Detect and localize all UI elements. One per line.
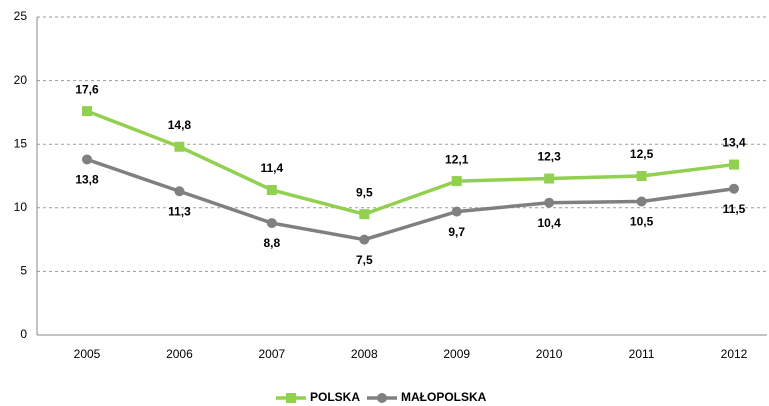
data-label: 10,4 [537, 216, 561, 230]
x-tick-label: 2012 [721, 347, 748, 361]
data-label: 14,8 [168, 118, 192, 132]
data-label: 13,8 [75, 173, 99, 187]
x-tick-label: 2009 [443, 347, 470, 361]
legend-marker [286, 393, 296, 403]
data-label: 11,4 [261, 161, 284, 175]
data-label: 9,7 [448, 225, 465, 239]
series-line [86, 109, 735, 216]
y-tick-label: 20 [14, 73, 28, 87]
marker [729, 159, 739, 170]
y-tick-label: 0 [20, 327, 27, 341]
marker [451, 206, 462, 217]
marker [636, 196, 647, 207]
marker [174, 186, 185, 197]
x-tick-label: 2008 [351, 347, 378, 361]
data-label: 17,6 [75, 82, 99, 96]
data-label: 12,1 [445, 152, 469, 166]
data-label: 12,3 [537, 150, 561, 164]
data-label: 13,4 [722, 136, 746, 150]
marker [266, 184, 277, 195]
x-tick-label: 2010 [536, 347, 563, 361]
marker [82, 106, 92, 117]
marker [729, 183, 739, 194]
marker [636, 171, 647, 181]
marker [544, 173, 555, 184]
marker [82, 154, 92, 165]
marker [451, 176, 462, 187]
data-label: 8,8 [264, 236, 281, 250]
x-tick-label: 2007 [259, 347, 286, 361]
legend-label: MAŁOPOLSKA [401, 390, 487, 404]
marker [359, 209, 370, 220]
data-label: 9,5 [356, 185, 373, 199]
marker [359, 234, 370, 245]
data-label: 11,3 [168, 204, 191, 218]
marker [266, 218, 277, 229]
x-tick-label: 2011 [629, 347, 655, 361]
marker [174, 141, 185, 152]
series-line [86, 157, 735, 242]
data-label: 7,5 [356, 253, 373, 267]
y-tick-label: 25 [14, 9, 28, 23]
x-tick-label: 2006 [166, 347, 193, 361]
legend-label: POLSKA [310, 390, 360, 404]
y-tick-label: 10 [14, 200, 28, 214]
data-label: 10,5 [630, 215, 654, 229]
legend-marker [377, 393, 387, 403]
y-tick-label: 5 [20, 264, 27, 278]
marker [544, 197, 555, 208]
x-tick-label: 2005 [74, 347, 101, 361]
y-tick-label: 15 [14, 136, 28, 150]
data-label: 11,5 [723, 202, 746, 216]
data-label: 12,5 [630, 147, 654, 161]
